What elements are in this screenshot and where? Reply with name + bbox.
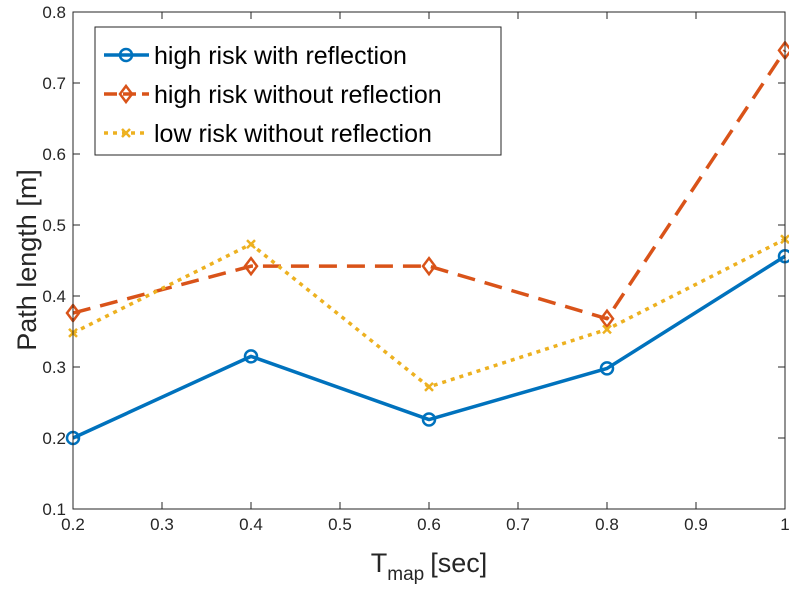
- legend-entry-3: low risk without reflection: [104, 120, 432, 148]
- legend-marker: [118, 83, 134, 105]
- plot-frame: [72, 11, 786, 510]
- y-tick-label: 0.6: [42, 145, 66, 164]
- legend-entry-1: high risk with reflection: [104, 42, 407, 70]
- data-point: [243, 349, 259, 364]
- data-point: [243, 256, 259, 277]
- data-point: [599, 308, 615, 329]
- x-tick-label: 0.3: [150, 515, 174, 534]
- data-point: [421, 412, 437, 427]
- legend-marker: [118, 47, 134, 63]
- series-line: [72, 254, 786, 440]
- y-tick-label: 0.4: [42, 287, 66, 306]
- data-point: [424, 381, 434, 392]
- data-point: [421, 256, 437, 277]
- x-tick-label: 0.6: [417, 515, 441, 534]
- y-axis-label: Path length [m]: [12, 169, 42, 351]
- y-tick-label: 0.5: [42, 216, 66, 235]
- x-tick-label: 0.8: [595, 515, 619, 534]
- data-point: [246, 239, 256, 250]
- x-tick-label: 0.7: [506, 515, 530, 534]
- x-tick-label: 0.4: [239, 515, 263, 534]
- legend-marker: [121, 128, 131, 138]
- x-axis-label-main: T: [371, 548, 388, 578]
- x-tick-label: 0.5: [328, 515, 352, 534]
- y-tick-label: 0.8: [42, 3, 66, 22]
- series-line: [72, 49, 787, 321]
- x-axis-label-unit: [sec]: [430, 548, 487, 578]
- legend-label: low risk without reflection: [154, 120, 432, 148]
- ticks-layer: 0.2 0.3 0.4 0.5 0.6 0.7 0.8 0.9 10.10.20.30.40.5…: [42, 3, 789, 534]
- data-point: [602, 324, 612, 335]
- legend: high risk with reflection high risk witho…: [94, 26, 502, 156]
- legend-label: high risk with reflection: [154, 42, 407, 70]
- y-tick-label: 0.7: [42, 74, 66, 93]
- x-tick-label: 0.2: [61, 515, 85, 534]
- y-tick-label: 0.3: [42, 358, 66, 377]
- x-tick-label: 0.9: [684, 515, 708, 534]
- legend-box: [94, 26, 502, 156]
- y-tick-label: 0.1: [42, 500, 66, 519]
- x-axis-label-subscript: map: [387, 564, 424, 585]
- y-tick-label: 0.2: [42, 429, 66, 448]
- data-point: [599, 361, 615, 376]
- legend-label: high risk without reflection: [154, 81, 442, 109]
- x-axis-label: Tmap [sec]: [371, 548, 488, 585]
- x-tick-label: 1: [780, 515, 789, 534]
- legend-entry-2: high risk without reflection: [104, 81, 442, 109]
